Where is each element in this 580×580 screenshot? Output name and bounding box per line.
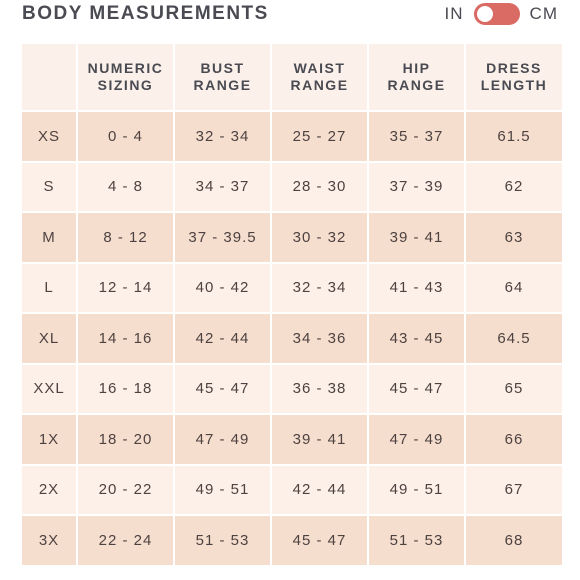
header-hip-range: HIP RANGE (369, 44, 464, 110)
bust-range-cell: 37 - 39.5 (175, 213, 270, 262)
hip-range-cell: 43 - 45 (369, 314, 464, 363)
numeric-sizing-cell: 8 - 12 (78, 213, 173, 262)
bust-range-cell: 47 - 49 (175, 415, 270, 464)
waist-range-cell: 34 - 36 (272, 314, 367, 363)
header-dress-length: DRESS LENGTH (466, 44, 562, 110)
header-label: RANGE (387, 77, 446, 93)
unit-switch[interactable] (473, 3, 520, 25)
hip-range-cell: 45 - 47 (369, 364, 464, 413)
hip-range-cell: 37 - 39 (369, 162, 464, 211)
dress-length-cell: 66 (466, 415, 562, 464)
header-label: SIZING (97, 77, 154, 93)
unit-label-in[interactable]: IN (444, 4, 464, 23)
waist-range-cell: 32 - 34 (272, 263, 367, 312)
hip-range-cell: 39 - 41 (369, 213, 464, 262)
unit-toggle: IN CM (445, 2, 558, 26)
hip-range-cell: 47 - 49 (369, 415, 464, 464)
header-bust-range: BUST RANGE (175, 44, 270, 110)
numeric-sizing-cell: 0 - 4 (78, 112, 173, 161)
unit-label-cm[interactable]: CM (529, 4, 558, 23)
header-waist-range: WAIST RANGE (272, 44, 367, 110)
hip-range-cell: 51 - 53 (369, 516, 464, 565)
waist-range-cell: 39 - 41 (272, 415, 367, 464)
bust-range-cell: 42 - 44 (175, 314, 270, 363)
size-cell: 3X (22, 516, 76, 565)
hip-range-cell: 35 - 37 (369, 112, 464, 161)
bust-range-cell: 51 - 53 (175, 516, 270, 565)
numeric-sizing-cell: 4 - 8 (78, 162, 173, 211)
bust-range-cell: 40 - 42 (175, 263, 270, 312)
numeric-sizing-cell: 14 - 16 (78, 314, 173, 363)
hip-range-cell: 41 - 43 (369, 263, 464, 312)
header-size (22, 44, 76, 110)
page-title: BODY MEASUREMENTS (22, 3, 269, 24)
dress-length-cell: 64 (466, 263, 562, 312)
size-cell: L (22, 263, 76, 312)
header-label: RANGE (290, 77, 349, 93)
dress-length-cell: 63 (466, 213, 562, 262)
hip-range-cell: 49 - 51 (369, 465, 464, 514)
header-label: RANGE (193, 77, 252, 93)
waist-range-cell: 45 - 47 (272, 516, 367, 565)
dress-length-cell: 68 (466, 516, 562, 565)
bust-range-cell: 45 - 47 (175, 364, 270, 413)
header-label: NUMERIC (87, 60, 164, 76)
dress-length-cell: 67 (466, 465, 562, 514)
dress-length-cell: 64.5 (466, 314, 562, 363)
header-label: BUST (200, 60, 245, 76)
size-cell: XXL (22, 364, 76, 413)
dress-length-cell: 61.5 (466, 112, 562, 161)
size-cell: S (22, 162, 76, 211)
dress-length-cell: 62 (466, 162, 562, 211)
size-cell: M (22, 213, 76, 262)
numeric-sizing-cell: 12 - 14 (78, 263, 173, 312)
size-cell: 2X (22, 465, 76, 514)
numeric-sizing-cell: 22 - 24 (78, 516, 173, 565)
bust-range-cell: 32 - 34 (175, 112, 270, 161)
header-label: LENGTH (480, 77, 548, 93)
size-cell: 1X (22, 415, 76, 464)
numeric-sizing-cell: 16 - 18 (78, 364, 173, 413)
waist-range-cell: 25 - 27 (272, 112, 367, 161)
size-chart-table: NUMERIC SIZING BUST RANGE WAIST RANGE HIP RANGE… (22, 44, 562, 565)
header-numeric-sizing: NUMERIC SIZING (78, 44, 173, 110)
waist-range-cell: 42 - 44 (272, 465, 367, 514)
waist-range-cell: 28 - 30 (272, 162, 367, 211)
size-cell: XS (22, 112, 76, 161)
header-label: WAIST (293, 60, 346, 76)
waist-range-cell: 36 - 38 (272, 364, 367, 413)
bust-range-cell: 34 - 37 (175, 162, 270, 211)
size-cell: XL (22, 314, 76, 363)
waist-range-cell: 30 - 32 (272, 213, 367, 262)
header-label: HIP (402, 60, 431, 76)
switch-knob (476, 6, 493, 22)
bust-range-cell: 49 - 51 (175, 465, 270, 514)
numeric-sizing-cell: 18 - 20 (78, 415, 173, 464)
dress-length-cell: 65 (466, 364, 562, 413)
header-label: DRESS (486, 60, 542, 76)
numeric-sizing-cell: 20 - 22 (78, 465, 173, 514)
